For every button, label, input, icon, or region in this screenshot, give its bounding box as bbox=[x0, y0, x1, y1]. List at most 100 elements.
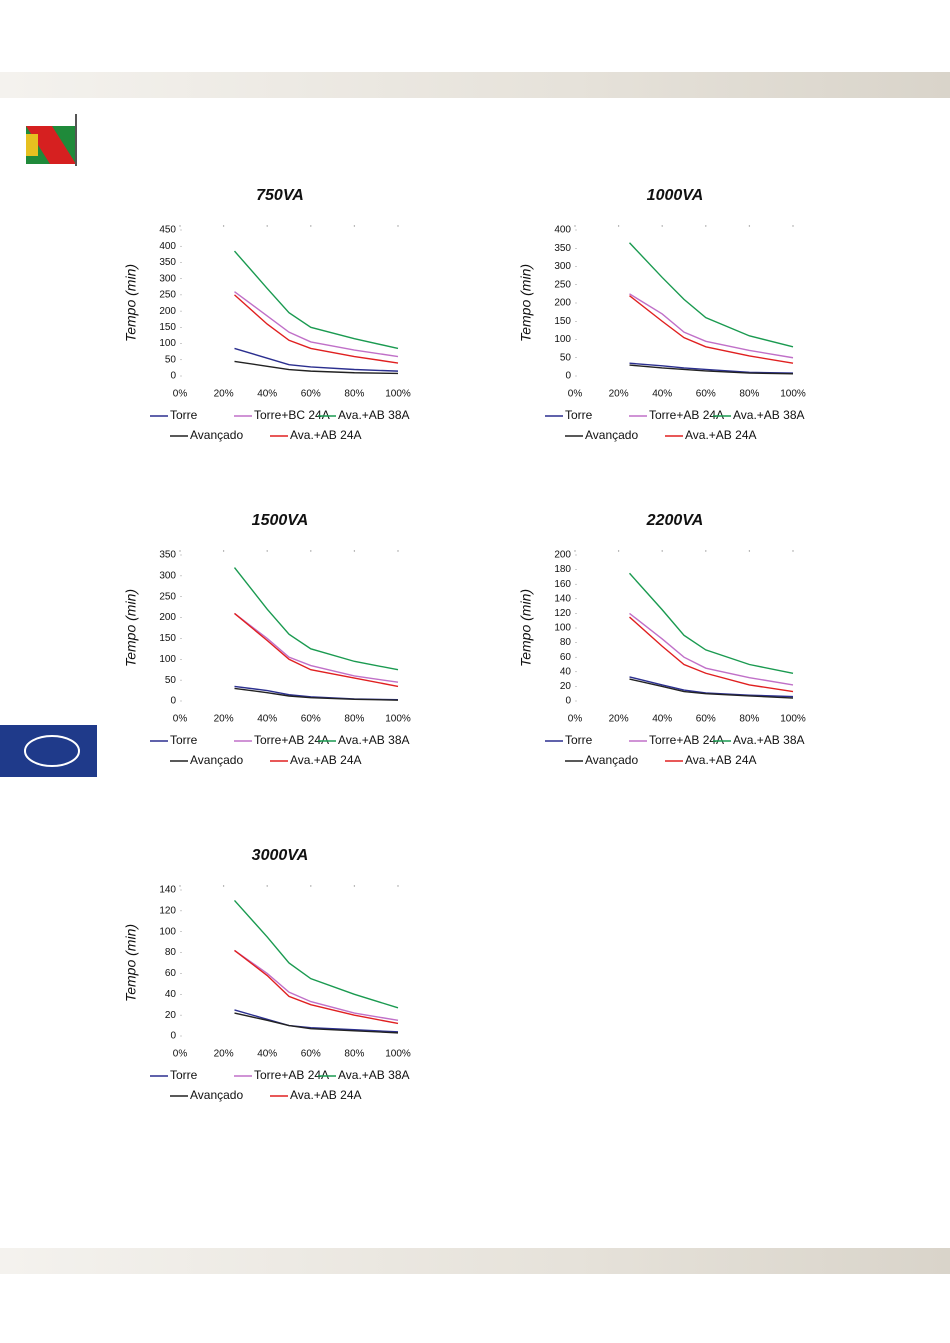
x-tick bbox=[397, 225, 399, 227]
legend-label: Ava.+AB 38A bbox=[733, 408, 805, 422]
chart-title: 1000VA bbox=[647, 187, 704, 204]
x-tick bbox=[617, 550, 620, 552]
series-line bbox=[234, 687, 399, 701]
y-tick-label: 100 bbox=[159, 338, 176, 349]
series-line bbox=[234, 612, 399, 683]
series-line bbox=[629, 678, 794, 699]
chart-title: 2200VA bbox=[646, 512, 704, 529]
series-line bbox=[629, 616, 794, 693]
x-tick bbox=[617, 225, 620, 227]
y-tick-label: 350 bbox=[159, 550, 176, 561]
line-chart: 1500VA Tempo (min) 0 50 100 150 200 250 300 350 0%… bbox=[123, 512, 411, 767]
x-tick-label: 80% bbox=[739, 714, 759, 725]
line-chart: 3000VA Tempo (min) 0 20 40 60 80 100 120 140 0% 20%… bbox=[123, 847, 411, 1102]
x-tick-label: 0% bbox=[173, 714, 188, 725]
x-tick bbox=[266, 885, 268, 887]
x-tick-label: 0% bbox=[568, 714, 583, 725]
legend-label: Avançado bbox=[190, 428, 243, 442]
x-tick bbox=[310, 885, 312, 887]
legend-label: Torre+AB 24A bbox=[649, 408, 724, 422]
x-tick bbox=[179, 885, 181, 887]
x-tick bbox=[748, 550, 751, 552]
x-tick-label: 40% bbox=[652, 389, 672, 400]
x-tick-label: 60% bbox=[301, 714, 321, 725]
x-tick bbox=[310, 550, 312, 552]
chart-title: 1500VA bbox=[252, 512, 309, 529]
y-tick-label: 450 bbox=[159, 225, 176, 236]
y-tick-label: 50 bbox=[165, 675, 177, 686]
x-tick bbox=[222, 885, 225, 887]
y-tick-label: 200 bbox=[159, 612, 176, 623]
series-line bbox=[628, 572, 794, 674]
legend-label: Torre+AB 24A bbox=[649, 733, 724, 747]
y-tick-label: 60 bbox=[560, 652, 572, 663]
y-tick-label: 20 bbox=[165, 1010, 177, 1021]
y-tick-label: 60 bbox=[165, 968, 177, 979]
y-tick-label: 350 bbox=[159, 257, 176, 268]
x-tick bbox=[748, 225, 751, 227]
legend-label: Avançado bbox=[190, 1088, 243, 1102]
y-tick-label: 0 bbox=[170, 696, 176, 707]
y-axis-label: Tempo (min) bbox=[123, 924, 139, 1002]
y-tick-label: 100 bbox=[159, 926, 176, 937]
y-tick-label: 200 bbox=[554, 550, 571, 561]
series-line bbox=[629, 362, 794, 374]
x-tick bbox=[222, 225, 225, 227]
y-axis-label: Tempo (min) bbox=[123, 264, 139, 342]
y-tick-label: 40 bbox=[560, 666, 572, 677]
footer-band bbox=[0, 1248, 950, 1274]
line-chart: 2200VA Tempo (min) 0 20 40 60 80 100 120 140 160 18… bbox=[518, 512, 806, 767]
y-tick-label: 20 bbox=[560, 681, 572, 692]
series-line bbox=[628, 242, 794, 348]
y-tick-label: 140 bbox=[554, 593, 571, 604]
x-tick bbox=[661, 550, 663, 552]
flag-icon bbox=[26, 114, 77, 166]
x-tick-label: 20% bbox=[214, 389, 234, 400]
x-tick bbox=[705, 550, 707, 552]
x-tick-label: 100% bbox=[385, 714, 411, 725]
x-tick-label: 40% bbox=[257, 714, 277, 725]
x-tick bbox=[179, 225, 181, 227]
legend-label: Avançado bbox=[190, 753, 243, 767]
y-tick-label: 200 bbox=[159, 306, 176, 317]
series-line bbox=[234, 347, 399, 372]
y-axis-label: Tempo (min) bbox=[518, 264, 534, 342]
y-tick-label: 250 bbox=[554, 279, 571, 290]
x-tick-label: 0% bbox=[173, 1049, 188, 1060]
y-tick-label: 100 bbox=[159, 654, 176, 665]
y-tick-label: 120 bbox=[159, 905, 176, 916]
x-tick bbox=[574, 225, 576, 227]
y-tick-label: 200 bbox=[554, 298, 571, 309]
x-tick bbox=[397, 885, 399, 887]
x-tick-label: 40% bbox=[652, 714, 672, 725]
legend-label: Ava.+AB 38A bbox=[338, 408, 410, 422]
y-tick-label: 50 bbox=[165, 354, 177, 365]
x-tick-label: 60% bbox=[301, 389, 321, 400]
x-tick-label: 40% bbox=[257, 389, 277, 400]
y-tick-label: 150 bbox=[159, 633, 176, 644]
y-tick-label: 300 bbox=[159, 273, 176, 284]
header-band bbox=[0, 72, 950, 98]
legend-label: Ava.+AB 38A bbox=[733, 733, 805, 747]
x-tick bbox=[792, 550, 794, 552]
series-line bbox=[629, 676, 794, 698]
y-tick-label: 40 bbox=[165, 989, 177, 1000]
x-tick bbox=[179, 550, 181, 552]
legend-label: Torre+BC 24A bbox=[254, 408, 330, 422]
legend-label: Torre bbox=[565, 408, 593, 422]
x-tick-label: 20% bbox=[609, 389, 629, 400]
x-tick bbox=[222, 550, 225, 552]
legend-label: Ava.+AB 24A bbox=[290, 1088, 362, 1102]
y-tick-label: 400 bbox=[159, 241, 176, 252]
series-line bbox=[234, 360, 399, 375]
line-chart: 1000VA Tempo (min) 0 50 100 150 200 250 300 350 40… bbox=[518, 187, 806, 442]
legend-label: Torre+AB 24A bbox=[254, 1068, 329, 1082]
series-line bbox=[234, 291, 399, 358]
y-axis-label: Tempo (min) bbox=[123, 589, 139, 667]
series-line bbox=[629, 293, 794, 359]
x-tick-label: 100% bbox=[780, 389, 806, 400]
x-tick bbox=[266, 225, 268, 227]
x-tick bbox=[705, 225, 707, 227]
x-tick bbox=[792, 225, 794, 227]
